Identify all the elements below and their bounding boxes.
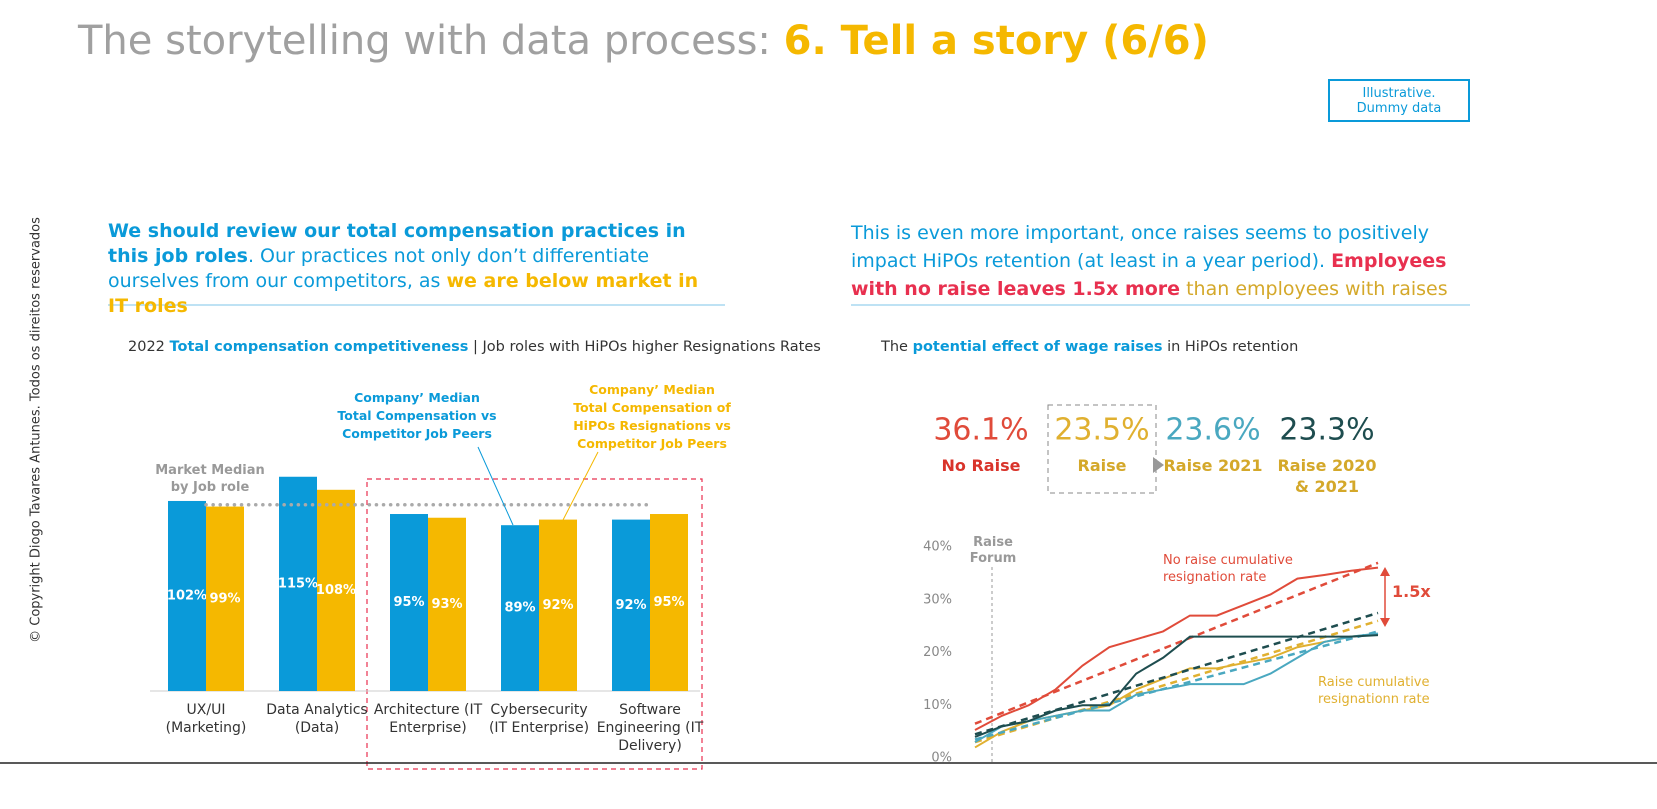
value-label: 99% [209,591,240,606]
trend-line [974,619,1379,744]
series-line [974,632,1379,744]
y-tick-label: 20% [923,645,952,660]
series-line [974,634,1379,738]
copyright: © Copyright Diogo Tavares Antunes. Todos… [28,217,44,643]
text-segment: in HiPOs retention [1162,339,1299,355]
bar [206,506,244,691]
bar [650,514,688,691]
category-label: Architecture (IT Enterprise) [373,702,483,736]
focus-box [1047,404,1157,494]
reference-label: Market Median by Job role [155,463,265,495]
text-segment: Employees with no raise leaves 1.5x more [851,250,1447,300]
value-label: 102% [167,588,207,603]
value-label: 108% [316,583,356,598]
annotation: No raise cumulative resignation rate [1163,553,1293,585]
chart-title: The potential effect of wage raises in H… [881,339,1298,355]
bar [612,519,650,691]
annotation: Raise cumulative resignationn rate [1318,675,1430,707]
legend-label: Company’ Median Total Compensation of Hi… [573,382,731,451]
annotation: 1.5x [1392,582,1431,601]
value-label: 95% [653,595,684,610]
value-label: 95% [393,595,424,610]
value-label: 93% [431,597,462,612]
text-segment: than employees with raises [1180,278,1448,300]
text-segment: Total compensation competitiveness [169,339,469,355]
text-segment: We should review our total compensation … [108,220,686,267]
stat-value: 36.1% [933,413,1028,448]
badge: Illustrative. Dummy data [1328,79,1470,122]
text-segment: 2022 [128,339,170,355]
stat-value: 23.6% [1165,413,1260,448]
chart-title: 2022 Total compensation competitiveness … [128,339,821,355]
value-label: 92% [542,598,573,613]
value-label: 89% [504,601,535,616]
highlight-box [366,478,703,770]
legend-callout [477,446,514,526]
y-tick-label: 10% [923,698,952,713]
stat-value: 23.5% [1054,413,1149,448]
bar [279,476,317,691]
text-segment: potential effect of wage raises [912,339,1163,355]
y-tick-label: 40% [923,540,952,555]
legend-callout [562,451,599,521]
arrow [1153,457,1164,473]
text-segment: we are below market in IT roles [108,270,699,317]
bar [501,525,539,691]
bar [168,500,206,691]
value-label: 115% [278,576,318,591]
slide-title: The storytelling with data process: 6. T… [78,18,1209,64]
title-text: The storytelling with data process: [78,18,784,64]
trend-line [974,630,1379,741]
stat-name: Raise [1077,456,1127,475]
y-tick-label: 0% [931,751,952,766]
trend-line [974,611,1379,736]
category-label: UX/UI (Marketing) [165,702,247,736]
value-label: 92% [615,598,646,613]
category-label: Data Analytics (Data) [266,702,368,736]
text-segment: The [881,339,913,355]
stat-name: Raise 2021 [1163,456,1263,475]
y-tick-label: 30% [923,592,952,607]
stat-name: Raise 2020 & 2021 [1277,456,1377,496]
legend-label: Company’ Median Total Compensation vs Co… [337,390,497,441]
bar [390,514,428,691]
text-segment: This is even more important, once raises… [851,222,1429,272]
stat-name: No Raise [941,456,1021,475]
title-highlight: 6. Tell a story (6/6) [783,18,1209,64]
text-segment: | Job roles with HiPOs higher Resignatio… [468,339,821,355]
text-segment: . Our practices not only don’t different… [108,245,650,292]
bar [317,489,355,691]
bar [428,517,466,691]
headline: We should review our total compensation … [108,219,718,319]
event-label: Raise Forum [969,535,1017,566]
series-line [974,566,1379,731]
category-label: Cybersecurity (IT Enterprise) [488,702,590,736]
bar [539,519,577,691]
stat-value: 23.3% [1279,413,1374,448]
headline: This is even more important, once raises… [851,219,1476,303]
category-label: Software Engineering (IT Delivery) [596,702,704,754]
